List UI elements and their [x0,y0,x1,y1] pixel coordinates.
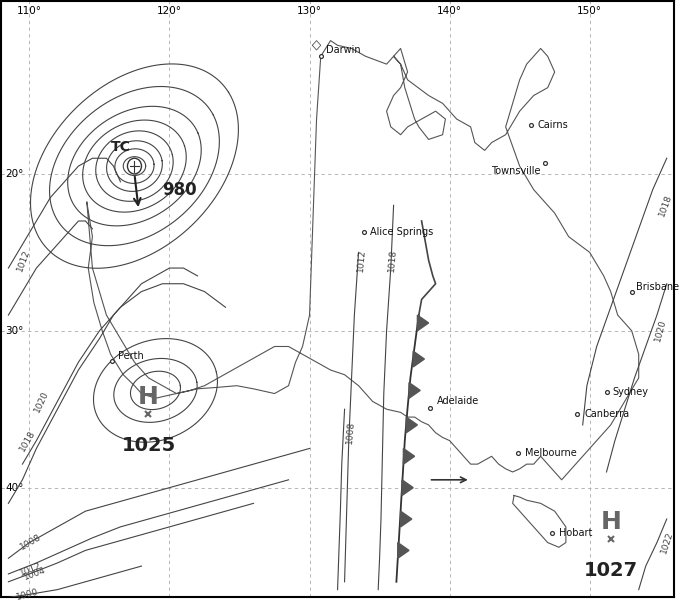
Text: TC: TC [111,140,131,154]
Text: Hobart: Hobart [559,528,592,538]
Polygon shape [413,351,424,367]
Text: Canberra: Canberra [584,409,629,419]
Text: 40°: 40° [5,482,24,493]
Text: 1018: 1018 [18,428,37,453]
Text: 1004: 1004 [22,566,47,582]
Text: Adelaide: Adelaide [437,396,479,406]
Text: 1022: 1022 [660,531,675,555]
Text: Cairns: Cairns [538,121,568,130]
Text: Melbourne: Melbourne [525,448,577,458]
Polygon shape [403,449,415,464]
Text: 20°: 20° [5,169,24,179]
Polygon shape [401,511,412,527]
Polygon shape [418,315,428,331]
Text: 1027: 1027 [583,561,638,580]
Text: 120°: 120° [157,6,182,16]
Text: 1025: 1025 [121,436,175,455]
Text: 1008: 1008 [18,533,43,552]
Polygon shape [402,480,413,496]
Text: 1012: 1012 [16,248,32,273]
Text: 1020: 1020 [653,318,667,343]
Text: 130°: 130° [297,6,322,16]
Text: 1008: 1008 [345,421,356,444]
Text: 1000: 1000 [16,587,40,602]
Text: 1018: 1018 [387,248,398,272]
Text: 1018: 1018 [657,193,673,218]
Text: 980: 980 [163,181,197,198]
Text: 1012: 1012 [18,561,43,578]
Text: Brisbane: Brisbane [636,282,679,292]
Text: Alice Springs: Alice Springs [370,227,433,237]
Text: 1020: 1020 [32,389,50,414]
Polygon shape [409,382,420,398]
Text: 110°: 110° [17,6,42,16]
Text: Perth: Perth [118,351,143,361]
Polygon shape [406,417,418,433]
Text: 150°: 150° [577,6,602,16]
Text: 140°: 140° [437,6,462,16]
Polygon shape [398,543,409,558]
Text: H: H [600,510,621,534]
Text: Darwin: Darwin [326,45,361,55]
Text: Townsville: Townsville [491,166,541,176]
Text: Sydney: Sydney [612,387,648,397]
Text: 30°: 30° [5,326,24,336]
Text: H: H [138,385,159,409]
Text: 1012: 1012 [356,248,367,272]
